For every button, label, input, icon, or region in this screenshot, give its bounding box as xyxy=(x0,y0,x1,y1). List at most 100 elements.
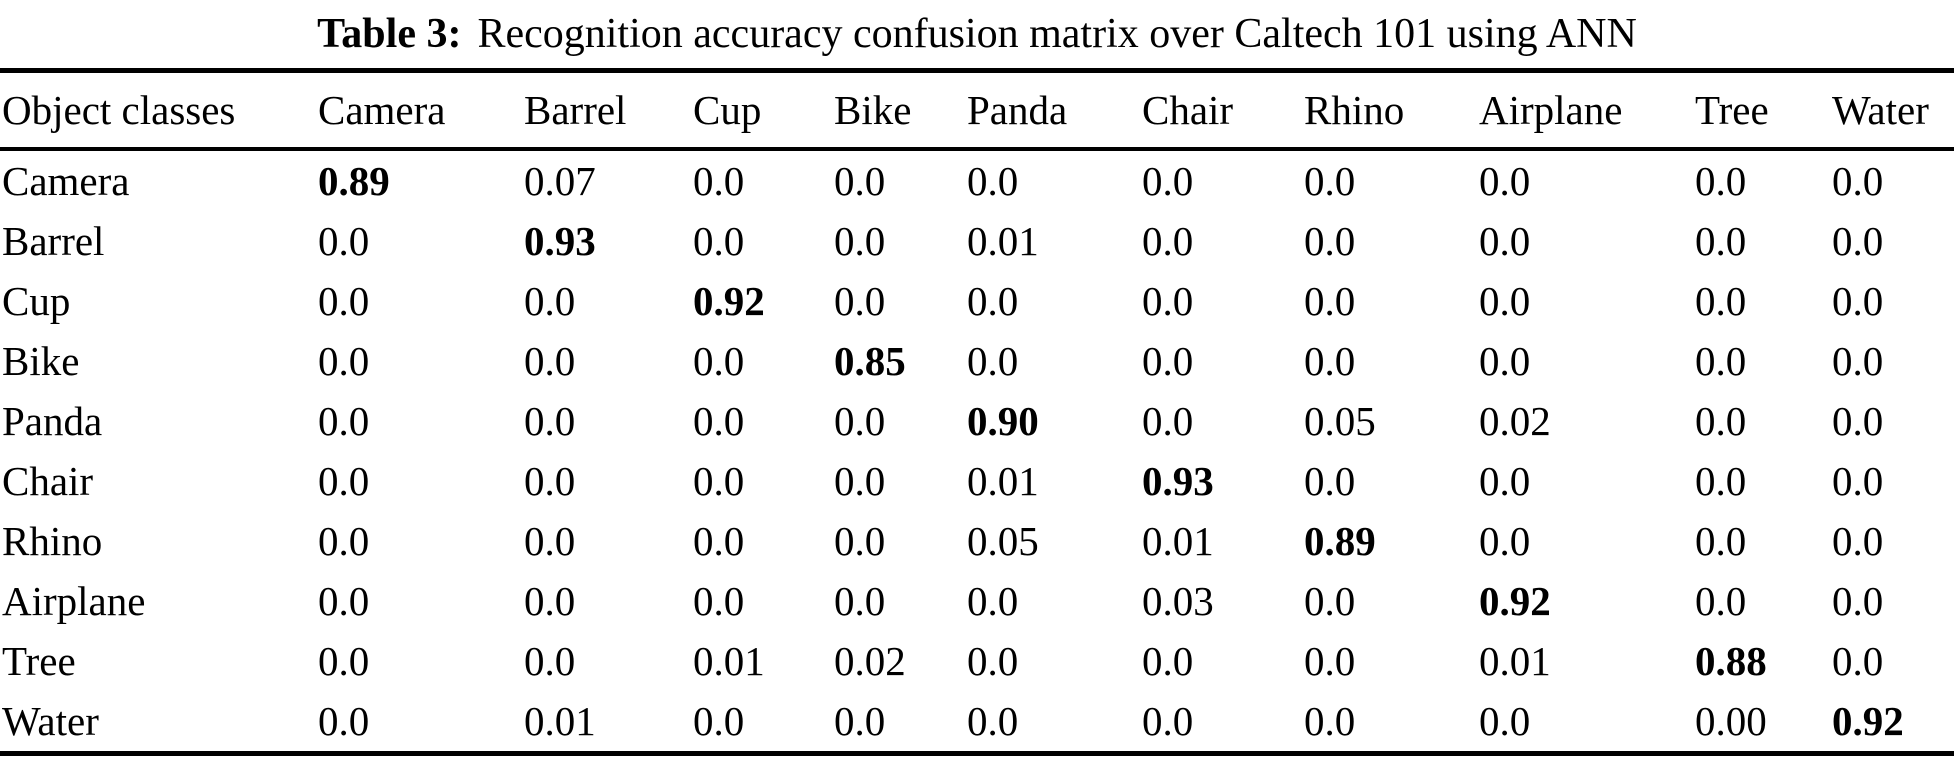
cell-bike-panda: 0.0 xyxy=(967,338,1019,384)
table-row-water: Water 0.0 0.01 0.0 0.0 0.0 0.0 0.0 0.0 0.00 0.92 xyxy=(0,691,1954,754)
cell-bike-airplane: 0.0 xyxy=(1479,338,1531,384)
cell-bike-chair: 0.0 xyxy=(1142,338,1194,384)
cell-panda-chair: 0.0 xyxy=(1142,398,1194,444)
cell-airplane-camera: 0.0 xyxy=(318,578,370,624)
cell-rhino-camera: 0.0 xyxy=(318,518,370,564)
cell-bike-camera: 0.0 xyxy=(318,338,370,384)
cell-rhino-rhino: 0.89 xyxy=(1304,518,1376,564)
cell-panda-water: 0.0 xyxy=(1832,398,1884,444)
cell-water-water: 0.92 xyxy=(1832,698,1904,744)
column-header-airplane: Airplane xyxy=(1479,70,1695,151)
row-label: Panda xyxy=(2,398,103,444)
table-row-chair: Chair 0.0 0.0 0.0 0.0 0.01 0.93 0.0 0.0 0.0 0.0 xyxy=(0,451,1954,511)
cell-bike-tree: 0.0 xyxy=(1695,338,1747,384)
table-row-bike: Bike 0.0 0.0 0.0 0.85 0.0 0.0 0.0 0.0 0.0 0.0 xyxy=(0,331,1954,391)
cell-chair-tree: 0.0 xyxy=(1695,458,1747,504)
cell-camera-chair: 0.0 xyxy=(1142,158,1194,204)
cell-water-airplane: 0.0 xyxy=(1479,698,1531,744)
row-label: Tree xyxy=(2,638,76,684)
cell-panda-cup: 0.0 xyxy=(693,398,745,444)
row-label: Camera xyxy=(2,158,130,204)
cell-airplane-chair: 0.03 xyxy=(1142,578,1214,624)
cell-cup-tree: 0.0 xyxy=(1695,278,1747,324)
cell-camera-bike: 0.0 xyxy=(834,158,886,204)
cell-rhino-chair: 0.01 xyxy=(1142,518,1214,564)
cell-rhino-tree: 0.0 xyxy=(1695,518,1747,564)
table-row-rhino: Rhino 0.0 0.0 0.0 0.0 0.05 0.01 0.89 0.0 0.0 0.0 xyxy=(0,511,1954,571)
cell-chair-barrel: 0.0 xyxy=(524,458,576,504)
cell-barrel-chair: 0.0 xyxy=(1142,218,1194,264)
cell-panda-tree: 0.0 xyxy=(1695,398,1747,444)
cell-water-cup: 0.0 xyxy=(693,698,745,744)
cell-camera-tree: 0.0 xyxy=(1695,158,1747,204)
cell-chair-airplane: 0.0 xyxy=(1479,458,1531,504)
table-row-barrel: Barrel 0.0 0.93 0.0 0.0 0.01 0.0 0.0 0.0 0.0 0.0 xyxy=(0,211,1954,271)
column-header-barrel: Barrel xyxy=(524,70,693,151)
cell-bike-water: 0.0 xyxy=(1832,338,1884,384)
cell-camera-camera: 0.89 xyxy=(318,158,390,204)
cell-airplane-airplane: 0.92 xyxy=(1479,578,1551,624)
cell-cup-water: 0.0 xyxy=(1832,278,1884,324)
cell-water-rhino: 0.0 xyxy=(1304,698,1356,744)
cell-barrel-bike: 0.0 xyxy=(834,218,886,264)
cell-barrel-tree: 0.0 xyxy=(1695,218,1747,264)
cell-rhino-bike: 0.0 xyxy=(834,518,886,564)
corner-header: Object classes xyxy=(0,70,318,151)
cell-barrel-rhino: 0.0 xyxy=(1304,218,1356,264)
cell-panda-camera: 0.0 xyxy=(318,398,370,444)
table-row-cup: Cup 0.0 0.0 0.92 0.0 0.0 0.0 0.0 0.0 0.0 0.0 xyxy=(0,271,1954,331)
table-caption: Table 3: Recognition accuracy confusion … xyxy=(0,0,1954,68)
cell-camera-rhino: 0.0 xyxy=(1304,158,1356,204)
cell-bike-bike: 0.85 xyxy=(834,338,906,384)
cell-chair-chair: 0.93 xyxy=(1142,458,1214,504)
table-row-airplane: Airplane 0.0 0.0 0.0 0.0 0.0 0.03 0.0 0.92 0.0 0.0 xyxy=(0,571,1954,631)
table-figure: Table 3: Recognition accuracy confusion … xyxy=(0,0,1954,756)
cell-rhino-barrel: 0.0 xyxy=(524,518,576,564)
cell-airplane-barrel: 0.0 xyxy=(524,578,576,624)
table-row-tree: Tree 0.0 0.0 0.01 0.02 0.0 0.0 0.0 0.01 0.88 0.0 xyxy=(0,631,1954,691)
cell-bike-cup: 0.0 xyxy=(693,338,745,384)
row-label: Chair xyxy=(2,458,94,504)
row-label: Barrel xyxy=(2,218,105,264)
cell-rhino-airplane: 0.0 xyxy=(1479,518,1531,564)
cell-water-chair: 0.0 xyxy=(1142,698,1194,744)
cell-cup-camera: 0.0 xyxy=(318,278,370,324)
column-header-panda: Panda xyxy=(967,70,1142,151)
cell-airplane-rhino: 0.0 xyxy=(1304,578,1356,624)
table-row-panda: Panda 0.0 0.0 0.0 0.0 0.90 0.0 0.05 0.02 0.0 0.0 xyxy=(0,391,1954,451)
table-row-camera: Camera 0.89 0.07 0.0 0.0 0.0 0.0 0.0 0.0 0.0 0.0 xyxy=(0,149,1954,211)
cell-tree-tree: 0.88 xyxy=(1695,638,1767,684)
cell-cup-airplane: 0.0 xyxy=(1479,278,1531,324)
cell-cup-panda: 0.0 xyxy=(967,278,1019,324)
cell-rhino-cup: 0.0 xyxy=(693,518,745,564)
cell-chair-bike: 0.0 xyxy=(834,458,886,504)
cell-tree-camera: 0.0 xyxy=(318,638,370,684)
cell-tree-water: 0.0 xyxy=(1832,638,1884,684)
cell-tree-cup: 0.01 xyxy=(693,638,765,684)
confusion-matrix-table: Object classes Camera Barrel Cup Bike Panda Ch… xyxy=(0,68,1954,756)
cell-tree-airplane: 0.01 xyxy=(1479,638,1551,684)
cell-tree-rhino: 0.0 xyxy=(1304,638,1356,684)
column-header-cup: Cup xyxy=(693,70,834,151)
column-header-camera: Camera xyxy=(318,70,524,151)
cell-bike-rhino: 0.0 xyxy=(1304,338,1356,384)
cell-cup-bike: 0.0 xyxy=(834,278,886,324)
cell-camera-water: 0.0 xyxy=(1832,158,1884,204)
cell-water-camera: 0.0 xyxy=(318,698,370,744)
cell-barrel-airplane: 0.0 xyxy=(1479,218,1531,264)
cell-cup-cup: 0.92 xyxy=(693,278,765,324)
row-label: Airplane xyxy=(2,578,146,624)
cell-panda-bike: 0.0 xyxy=(834,398,886,444)
cell-tree-barrel: 0.0 xyxy=(524,638,576,684)
cell-cup-chair: 0.0 xyxy=(1142,278,1194,324)
column-header-bike: Bike xyxy=(834,70,967,151)
column-header-water: Water xyxy=(1832,70,1954,151)
cell-airplane-bike: 0.0 xyxy=(834,578,886,624)
header-row: Object classes Camera Barrel Cup Bike Panda Ch… xyxy=(0,70,1954,151)
column-header-tree: Tree xyxy=(1695,70,1832,151)
cell-airplane-cup: 0.0 xyxy=(693,578,745,624)
cell-panda-airplane: 0.02 xyxy=(1479,398,1551,444)
cell-tree-chair: 0.0 xyxy=(1142,638,1194,684)
cell-camera-barrel: 0.07 xyxy=(524,158,596,204)
cell-chair-camera: 0.0 xyxy=(318,458,370,504)
